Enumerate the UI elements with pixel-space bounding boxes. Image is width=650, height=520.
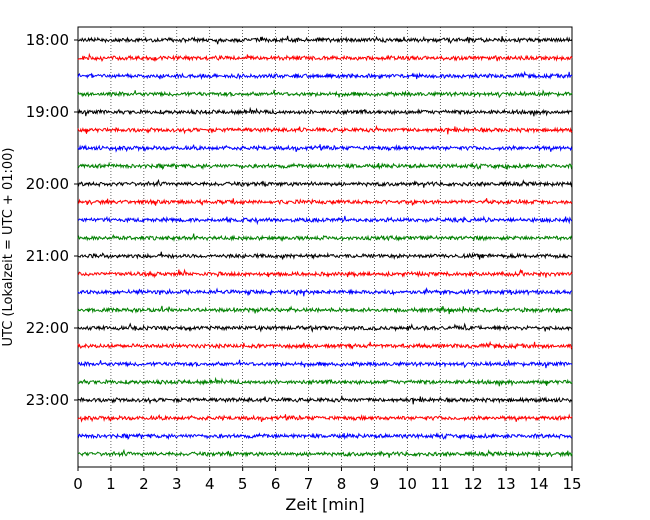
x-tick-label: 1 bbox=[106, 475, 116, 493]
seismic-traces bbox=[77, 35, 573, 458]
trace-line bbox=[77, 394, 573, 405]
trace-line bbox=[77, 124, 573, 135]
x-tick-label: 5 bbox=[238, 475, 248, 493]
x-tick-label: 15 bbox=[562, 475, 581, 493]
x-tick-label: 14 bbox=[530, 475, 549, 493]
y-tick-label: 19:00 bbox=[26, 103, 69, 121]
x-tick-label: 3 bbox=[172, 475, 182, 493]
trace-line bbox=[77, 413, 573, 423]
trace-line bbox=[77, 35, 573, 45]
trace-line bbox=[77, 432, 573, 441]
trace-line bbox=[77, 198, 573, 206]
y-tick-label: 18:00 bbox=[26, 31, 69, 49]
trace-line bbox=[77, 215, 573, 226]
trace-line bbox=[77, 268, 573, 279]
trace-line bbox=[77, 322, 573, 333]
x-tick-label: 12 bbox=[464, 475, 483, 493]
y-tick-label: 22:00 bbox=[26, 319, 69, 337]
y-axis-label: UTC (Lokalzeit = UTC + 01:00) bbox=[1, 148, 16, 347]
trace-line bbox=[77, 340, 573, 350]
x-tick-label: 2 bbox=[139, 475, 149, 493]
trace-line bbox=[77, 143, 573, 153]
x-tick-label: 8 bbox=[337, 475, 347, 493]
x-tick-label: 10 bbox=[398, 475, 417, 493]
x-tick-label: 9 bbox=[370, 475, 380, 493]
y-tick-label: 23:00 bbox=[26, 391, 69, 409]
y-tick-label: 20:00 bbox=[26, 175, 69, 193]
plot-frame bbox=[77, 26, 573, 468]
trace-line bbox=[77, 359, 573, 369]
trace-line bbox=[77, 376, 573, 387]
trace-line bbox=[77, 89, 573, 99]
x-tick-label: 11 bbox=[431, 475, 450, 493]
x-axis-label: Zeit [min] bbox=[285, 495, 364, 514]
trace-line bbox=[77, 52, 573, 63]
trace-line bbox=[77, 287, 573, 297]
x-tick-label: 6 bbox=[271, 475, 281, 493]
trace-line bbox=[78, 251, 573, 261]
trace-line bbox=[77, 70, 573, 81]
trace-line bbox=[77, 448, 573, 458]
grid-lines bbox=[110, 27, 540, 467]
y-axis-ticks: 18:00 19:00 20:00 21:00 22:00 23:00 bbox=[26, 31, 78, 409]
x-tick-label: 13 bbox=[497, 475, 516, 493]
x-tick-label: 4 bbox=[205, 475, 215, 493]
x-axis-ticks: 0 1 2 3 4 5 6 7 8 9 10 11 12 13 14 15 bbox=[73, 467, 582, 493]
y-tick-label: 21:00 bbox=[26, 247, 69, 265]
trace-line bbox=[77, 161, 573, 171]
trace-line bbox=[77, 106, 573, 117]
trace-line bbox=[77, 305, 573, 315]
x-tick-label: 7 bbox=[304, 475, 314, 493]
x-tick-label: 0 bbox=[73, 475, 83, 493]
trace-line bbox=[77, 233, 572, 242]
trace-line bbox=[77, 178, 573, 188]
